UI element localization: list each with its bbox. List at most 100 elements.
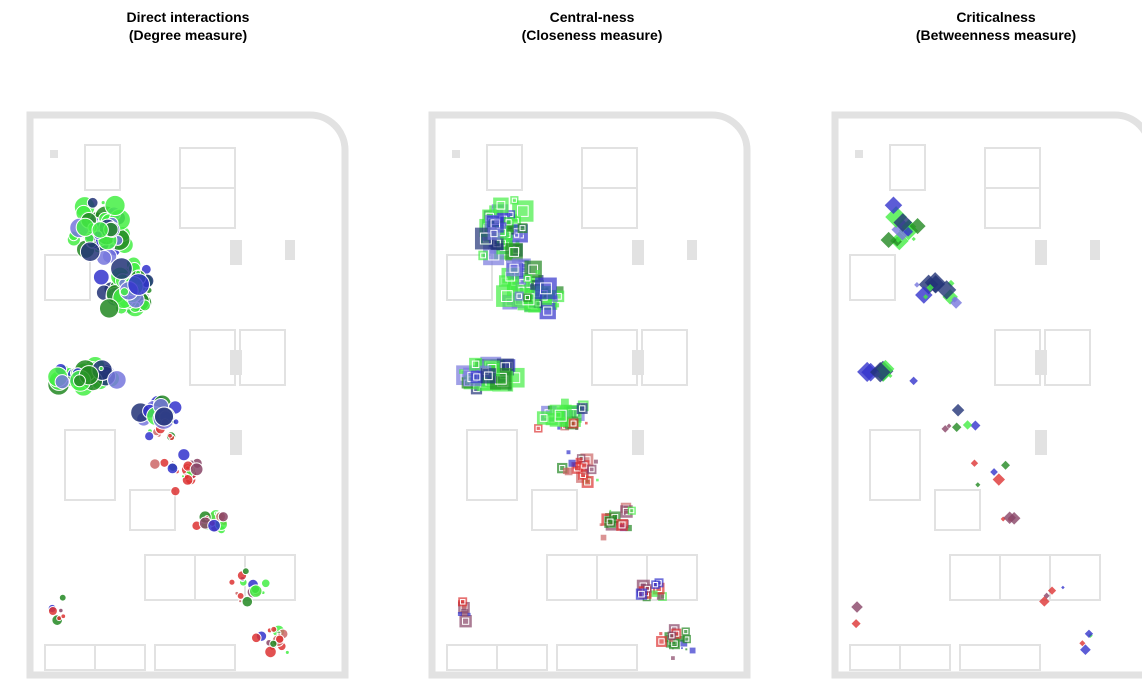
room xyxy=(466,429,518,501)
node-square-inner xyxy=(509,263,519,273)
node-square xyxy=(459,369,464,374)
node-square xyxy=(512,231,521,240)
node-square-inner xyxy=(540,282,552,295)
room xyxy=(899,644,951,671)
node-square-inner xyxy=(496,200,506,210)
room xyxy=(44,254,91,301)
node-square xyxy=(625,524,632,532)
pillar xyxy=(230,240,242,265)
node-square xyxy=(671,656,675,660)
node-square xyxy=(552,290,565,303)
panel-subtitle: (Closeness measure) xyxy=(522,27,663,43)
node-circle xyxy=(149,458,161,470)
node-square-inner xyxy=(462,617,470,625)
node-square xyxy=(671,628,682,639)
node-square-inner xyxy=(578,405,586,412)
pillar xyxy=(1035,430,1047,455)
node-square xyxy=(530,284,536,290)
node-square-inner xyxy=(459,599,466,605)
marks xyxy=(851,196,1094,656)
room xyxy=(934,489,981,531)
node-circle xyxy=(274,634,285,644)
node-circle xyxy=(241,567,250,576)
node-square-inner xyxy=(505,219,512,226)
node-square xyxy=(505,260,523,277)
room xyxy=(44,644,96,671)
node-diamond xyxy=(970,459,979,467)
node-diamond xyxy=(909,218,926,235)
pillar xyxy=(855,150,863,158)
node-square-inner xyxy=(473,373,481,381)
node-square xyxy=(461,609,469,617)
node-circle xyxy=(238,599,243,604)
node-diamond xyxy=(914,282,920,288)
node-diamond xyxy=(1084,629,1094,638)
room xyxy=(144,554,196,601)
room xyxy=(849,254,896,301)
room xyxy=(239,329,286,386)
node-square xyxy=(556,286,564,294)
node-square xyxy=(478,250,488,261)
node-square xyxy=(659,632,663,636)
panel-title: Criticalness xyxy=(956,9,1036,25)
floor-plan xyxy=(831,111,1142,679)
node-diamond xyxy=(950,296,963,309)
node-square-inner xyxy=(671,640,678,647)
node-square-inner xyxy=(554,409,567,422)
node-square-inner xyxy=(480,252,486,259)
node-square xyxy=(568,418,579,429)
node-diamond xyxy=(880,231,897,248)
node-diamond xyxy=(911,236,916,242)
node-square-inner xyxy=(514,232,520,238)
outer-wall xyxy=(428,111,751,679)
node-square xyxy=(593,459,598,464)
node-square xyxy=(457,612,462,616)
node-square xyxy=(623,513,626,516)
node-square xyxy=(575,457,583,465)
node-circle xyxy=(54,374,70,390)
node-square xyxy=(689,647,696,654)
node-square xyxy=(627,506,636,515)
room xyxy=(446,644,498,671)
node-circle xyxy=(75,217,95,237)
node-square xyxy=(534,424,543,433)
pillar xyxy=(50,150,58,158)
node-circle xyxy=(170,485,181,497)
node-diamond xyxy=(941,425,949,433)
node-diamond xyxy=(951,422,962,432)
node-circle xyxy=(127,273,151,296)
node-square xyxy=(486,381,493,388)
node-square xyxy=(523,274,533,284)
node-square xyxy=(535,277,557,300)
room xyxy=(1044,329,1091,386)
node-square-inner xyxy=(516,205,529,217)
node-square xyxy=(651,580,660,589)
node-square xyxy=(458,597,468,607)
node-diamond xyxy=(1047,586,1057,595)
node-circle xyxy=(264,645,277,659)
node-circle xyxy=(228,578,236,586)
node-diamond xyxy=(923,294,929,300)
node-circle xyxy=(86,196,99,209)
node-square xyxy=(557,462,568,474)
room xyxy=(154,644,236,671)
node-square-inner xyxy=(570,420,577,427)
room xyxy=(189,329,236,386)
node-square xyxy=(576,403,588,415)
floor-plan xyxy=(428,111,751,679)
panel-title: Central-ness xyxy=(550,9,635,25)
node-square xyxy=(535,270,540,275)
node-circle xyxy=(153,406,175,427)
node-circle xyxy=(107,370,127,390)
node-square xyxy=(506,210,516,219)
node-circle xyxy=(58,607,64,614)
node-circle xyxy=(181,474,194,486)
room xyxy=(179,147,236,189)
node-diamond xyxy=(951,403,965,417)
node-square xyxy=(562,467,570,475)
node-circle xyxy=(60,613,67,620)
node-square xyxy=(514,291,524,301)
node-circle xyxy=(236,592,245,600)
node-circle xyxy=(144,431,155,442)
marks xyxy=(456,196,696,660)
